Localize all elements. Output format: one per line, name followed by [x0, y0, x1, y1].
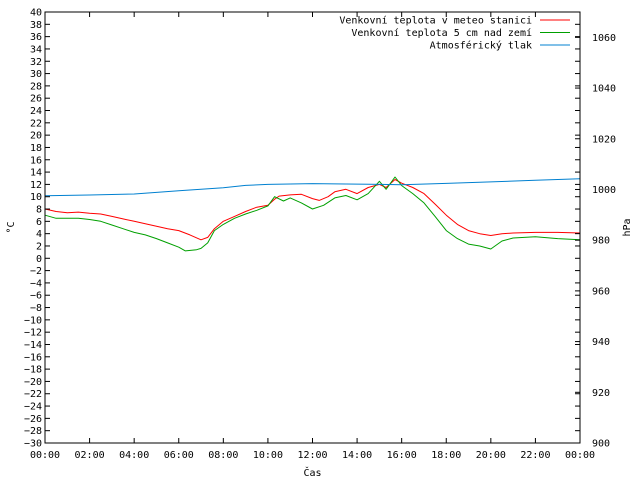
x-tick-label: 22:00: [520, 450, 550, 461]
y2-tick-label: 900: [592, 439, 610, 450]
y-tick-label: −30: [24, 439, 42, 450]
y-tick-label: 18: [30, 143, 42, 154]
y2-tick-label: 1040: [592, 84, 616, 95]
series-line-2: [44, 176, 581, 252]
y-tick-label: −24: [24, 402, 42, 413]
y-axis-label: °C: [6, 221, 17, 233]
y-tick-label: 22: [30, 118, 42, 129]
y-tick-label: 14: [30, 168, 42, 179]
y-tick-label: 30: [30, 69, 42, 80]
y2-tick-label: 1000: [592, 185, 616, 196]
y-tick-label: −10: [24, 315, 42, 326]
legend-entry-label: Venkovní teplota v meteo stanici: [339, 15, 532, 27]
x-tick-label: 18:00: [431, 450, 461, 461]
y-tick-label: 28: [30, 81, 42, 92]
series-line-3: [44, 178, 581, 197]
y-tick-label: −14: [24, 340, 42, 351]
plot-frame: [44, 11, 581, 444]
y-tick-label: 0: [36, 254, 42, 265]
y-tick-label: −16: [24, 352, 42, 363]
y-tick-label: 16: [30, 155, 42, 166]
y-tick-label: 2: [36, 241, 42, 252]
x-tick-label: 20:00: [476, 450, 506, 461]
x-tick-label: 02:00: [75, 450, 105, 461]
y2-axis-label: hPa: [622, 218, 633, 236]
legend: Venkovní teplota v meteo staniciVenkovní…: [339, 15, 570, 52]
x-tick-label: 04:00: [119, 450, 149, 461]
y-tick-label: 10: [30, 192, 42, 203]
y-tick-label: 6: [36, 217, 42, 228]
y-tick-label: 34: [30, 44, 42, 55]
y2-tick-label: 1020: [592, 134, 616, 145]
x-tick-label: 06:00: [164, 450, 194, 461]
y-tick-label: −20: [24, 377, 42, 388]
y-tick-label: 20: [30, 131, 42, 142]
x-tick-label: 12:00: [297, 450, 327, 461]
x-tick-label: 00:00: [565, 450, 595, 461]
ticks-layer: −30−28−26−24−22−20−18−16−14−12−10−8−6−4−…: [24, 8, 616, 462]
x-tick-label: 08:00: [208, 450, 238, 461]
y-tick-label: 26: [30, 94, 42, 105]
y-tick-label: 40: [30, 8, 42, 19]
y-tick-label: −8: [30, 303, 42, 314]
y-tick-label: 8: [36, 205, 42, 216]
y-tick-label: −18: [24, 365, 42, 376]
y-tick-label: −26: [24, 414, 42, 425]
y-tick-label: 24: [30, 106, 42, 117]
y-tick-label: 32: [30, 57, 42, 68]
y-tick-label: 4: [36, 229, 42, 240]
y2-tick-label: 940: [592, 337, 610, 348]
y2-tick-label: 920: [592, 388, 610, 399]
y-tick-label: 12: [30, 180, 42, 191]
x-tick-label: 16:00: [387, 450, 417, 461]
y2-tick-label: 980: [592, 236, 610, 247]
y-tick-label: −28: [24, 426, 42, 437]
y-tick-label: 36: [30, 32, 42, 43]
x-axis-label: Čas: [303, 466, 321, 479]
x-tick-label: 10:00: [253, 450, 283, 461]
y-tick-label: −12: [24, 328, 42, 339]
series-line-1: [44, 179, 581, 241]
x-tick-label: 14:00: [342, 450, 372, 461]
y2-tick-label: 960: [592, 286, 610, 297]
y2-tick-label: 1060: [592, 33, 616, 44]
legend-entry-label: Venkovní teplota 5 cm nad zemí: [351, 27, 532, 39]
series-layer: [44, 176, 581, 252]
y-tick-label: −2: [30, 266, 42, 277]
legend-entry-label: Atmosférický tlak: [430, 40, 532, 52]
x-tick-label: 00:00: [30, 450, 60, 461]
y-tick-label: −4: [30, 278, 42, 289]
y-tick-label: −6: [30, 291, 42, 302]
y-tick-label: 38: [30, 20, 42, 31]
y-tick-label: −22: [24, 389, 42, 400]
